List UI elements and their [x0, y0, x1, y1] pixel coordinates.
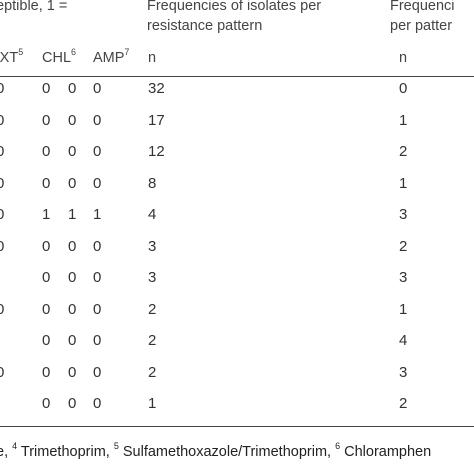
cell-first-col: 0 [0, 238, 5, 255]
freq-isolates-header-line1: Frequencies of isolates per [147, 0, 322, 14]
cell-amp: 0 [93, 143, 102, 160]
cell-sxt: 0 [42, 332, 51, 349]
cell-first-col: 0 [0, 112, 5, 129]
cell-amp: 0 [93, 364, 102, 381]
cell-n-isolates: 2 [148, 364, 157, 381]
col-header-amp: AMP7 [93, 47, 130, 66]
cell-n-other: 3 [399, 206, 408, 223]
cell-sxt: 0 [42, 80, 51, 97]
cell-n-other: 0 [399, 80, 408, 97]
cell-chl: 0 [68, 395, 77, 412]
cell-sxt: 0 [42, 175, 51, 192]
cell-n-isolates: 32 [148, 80, 165, 97]
cell-n-isolates: 4 [148, 206, 157, 223]
cell-amp: 0 [93, 175, 102, 192]
cell-sxt: 0 [42, 364, 51, 381]
freq-other-header-line1: Frequenci [390, 0, 455, 14]
cell-first-col: 0 [0, 301, 5, 318]
cell-amp: 0 [93, 395, 102, 412]
group-header-label: eptible, 1 = [0, 0, 68, 14]
cell-first-col: 0 [0, 175, 5, 192]
cell-amp: 0 [93, 332, 102, 349]
freq-isolates-header-line2: resistance pattern [147, 18, 263, 34]
cell-n-other: 1 [399, 301, 408, 318]
cell-n-other: 1 [399, 175, 408, 192]
cell-first-col: 0 [0, 143, 5, 160]
cell-chl: 0 [68, 301, 77, 318]
cell-chl: 0 [68, 364, 77, 381]
cell-n-other: 2 [399, 238, 408, 255]
cell-n-isolates: 3 [148, 238, 157, 255]
cell-n-isolates: 17 [148, 112, 165, 129]
cell-n-other: 2 [399, 143, 408, 160]
cell-chl: 0 [68, 238, 77, 255]
cell-n-isolates: 2 [148, 332, 157, 349]
footnote-line: e, 4 Trimethoprim, 5 Sulfamethoxazole/Tr… [0, 441, 432, 460]
cell-amp: 0 [93, 301, 102, 318]
cell-n-isolates: 1 [148, 395, 157, 412]
cell-n-isolates: 12 [148, 143, 165, 160]
cell-first-col: 0 [0, 206, 5, 223]
cell-n-other: 1 [399, 112, 408, 129]
col-header-n-other: n [399, 50, 408, 66]
cell-first-col: 0 [0, 80, 5, 97]
cell-amp: 0 [93, 80, 102, 97]
cell-n-isolates: 2 [148, 301, 157, 318]
col-header-sxt: SXT5 [0, 47, 24, 66]
cell-sxt: 0 [42, 301, 51, 318]
cell-chl: 0 [68, 269, 77, 286]
header-rule [0, 76, 474, 77]
body-bottom-rule [0, 426, 474, 427]
cell-n-isolates: 3 [148, 269, 157, 286]
cell-chl: 0 [68, 80, 77, 97]
cell-chl: 0 [68, 112, 77, 129]
cell-first-col: 0 [0, 364, 5, 381]
cell-n-other: 3 [399, 269, 408, 286]
cell-chl: 0 [68, 143, 77, 160]
freq-other-header-line2: per patter [390, 18, 453, 34]
col-header-chl: CHL6 [42, 47, 77, 66]
cell-n-other: 4 [399, 332, 408, 349]
cell-amp: 0 [93, 112, 102, 129]
cell-n-isolates: 8 [148, 175, 157, 192]
cell-chl: 1 [68, 206, 77, 223]
cell-sxt: 0 [42, 269, 51, 286]
cell-n-other: 2 [399, 395, 408, 412]
cell-chl: 0 [68, 175, 77, 192]
cell-sxt: 0 [42, 112, 51, 129]
cell-n-other: 3 [399, 364, 408, 381]
cell-chl: 0 [68, 332, 77, 349]
cell-sxt: 0 [42, 238, 51, 255]
cell-sxt: 0 [42, 143, 51, 160]
cell-sxt: 1 [42, 206, 51, 223]
col-header-n-isolates: n [148, 50, 157, 66]
cell-sxt: 0 [42, 395, 51, 412]
cell-amp: 0 [93, 269, 102, 286]
cell-amp: 0 [93, 238, 102, 255]
cell-amp: 1 [93, 206, 102, 223]
